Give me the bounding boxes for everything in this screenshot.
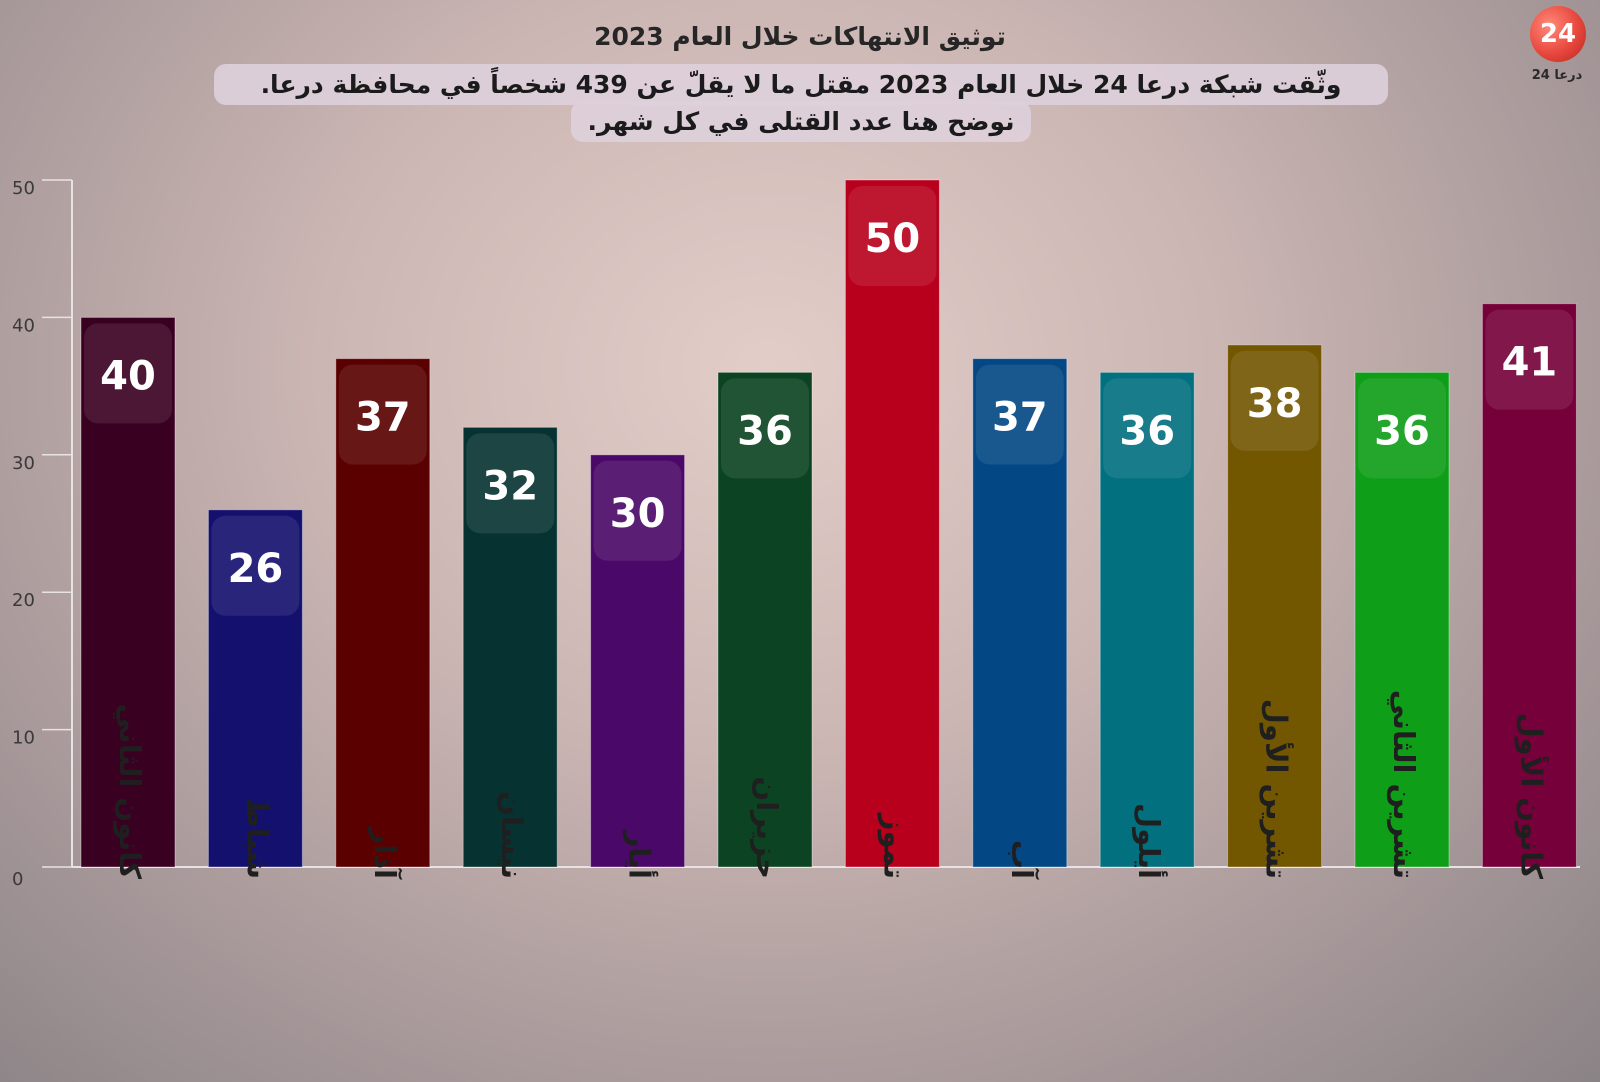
y-tick-label: 30 — [12, 453, 35, 474]
bar — [1227, 344, 1323, 868]
data-label-badge — [1485, 309, 1574, 410]
chart-title: توثيق الانتهاكات خلال العام 2023 — [594, 22, 1006, 51]
data-label-badge — [848, 186, 937, 286]
y-tick-label: 50 — [12, 178, 35, 199]
bar — [590, 454, 686, 868]
category-label: نيسان — [495, 791, 529, 879]
data-label: 41 — [1502, 340, 1558, 386]
category-label: أيلول — [1132, 803, 1168, 879]
category-label: آب — [1005, 840, 1040, 880]
category-label: شباط — [240, 798, 274, 879]
bar — [972, 358, 1068, 868]
chart-subtitle: وثّقت شبكة درعا 24 خلال العام 2023 مقتل … — [198, 64, 1404, 142]
subtitle-line-1: وثّقت شبكة درعا 24 خلال العام 2023 مقتل … — [214, 64, 1388, 105]
bar — [717, 371, 813, 868]
data-label-badge — [1230, 350, 1319, 451]
data-label-badge — [1358, 378, 1446, 479]
category-label: حزيران — [750, 776, 784, 879]
data-label-badge — [211, 515, 300, 616]
data-label: 50 — [865, 216, 921, 262]
data-label: 30 — [610, 491, 666, 537]
data-label: 36 — [737, 408, 793, 454]
data-label-badge — [975, 364, 1064, 465]
data-label: 36 — [1374, 408, 1430, 454]
subtitle-line-2: نوضح هنا عدد القتلى في كل شهر. — [571, 101, 1031, 142]
logo-mark: 24 — [1530, 6, 1586, 62]
data-label-badge — [84, 323, 172, 424]
data-label: 32 — [482, 463, 538, 509]
data-label-badge — [721, 378, 809, 479]
data-label: 40 — [100, 353, 156, 399]
data-label: 26 — [228, 546, 284, 592]
category-label: كانون الثاني — [113, 704, 147, 880]
category-label: أيار — [623, 829, 659, 879]
data-label-badge — [338, 364, 427, 465]
category-label: كانون الأول — [1514, 713, 1549, 880]
logo-text: درعا 24 — [1531, 68, 1583, 83]
bar — [207, 509, 303, 868]
data-label-badge — [466, 433, 555, 534]
data-label-badge — [1103, 378, 1192, 479]
y-tick-label: 20 — [12, 590, 35, 611]
bar — [462, 426, 558, 868]
brand-logo: 24 درعا 24 — [1522, 6, 1592, 88]
bar — [1099, 371, 1195, 868]
y-tick-label: 40 — [12, 315, 35, 336]
category-label: آذار — [368, 826, 403, 881]
data-label: 38 — [1247, 381, 1303, 427]
y-tick-label: 10 — [12, 728, 35, 749]
y-tick-label: 0 — [12, 869, 23, 890]
category-label: تشرين الأول — [1260, 699, 1295, 879]
bar — [1481, 303, 1577, 868]
data-label: 36 — [1119, 408, 1175, 454]
bar — [80, 316, 176, 868]
bar — [335, 358, 431, 868]
bar — [1354, 371, 1450, 868]
data-label: 37 — [355, 395, 411, 441]
bar — [844, 179, 940, 868]
category-label: تشرين الثاني — [1387, 690, 1421, 879]
data-label: 37 — [992, 395, 1048, 441]
data-label-badge — [593, 460, 682, 561]
category-label: تموز — [877, 812, 911, 879]
